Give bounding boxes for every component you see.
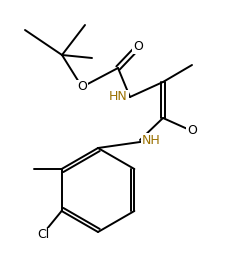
Text: O: O xyxy=(186,124,196,137)
Text: O: O xyxy=(133,40,142,53)
Text: O: O xyxy=(77,81,87,93)
Text: NH: NH xyxy=(141,134,160,147)
Text: Cl: Cl xyxy=(37,229,49,242)
Text: HN: HN xyxy=(109,90,128,103)
